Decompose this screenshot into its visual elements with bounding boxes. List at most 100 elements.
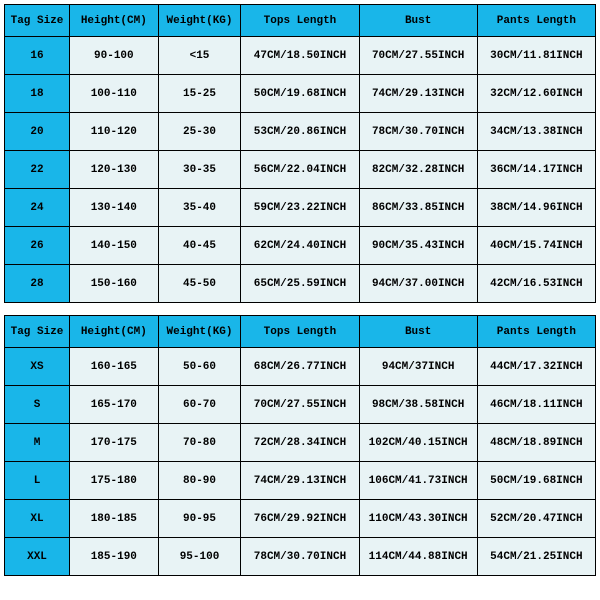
cell-height: 170-175 (70, 424, 159, 462)
cell-size: 18 (5, 75, 70, 113)
cell-weight: 25-30 (158, 113, 241, 151)
cell-pants: 50CM/19.68INCH (477, 462, 595, 500)
cell-bust: 110CM/43.30INCH (359, 500, 477, 538)
cell-tops: 62CM/24.40INCH (241, 227, 359, 265)
cell-weight: 45-50 (158, 265, 241, 303)
cell-pants: 40CM/15.74INCH (477, 227, 595, 265)
table-row: 26140-15040-4562CM/24.40INCH90CM/35.43IN… (5, 227, 596, 265)
cell-tops: 47CM/18.50INCH (241, 37, 359, 75)
table-gap (4, 303, 596, 315)
cell-tops: 56CM/22.04INCH (241, 151, 359, 189)
cell-tops: 59CM/23.22INCH (241, 189, 359, 227)
cell-pants: 44CM/17.32INCH (477, 348, 595, 386)
cell-size: 26 (5, 227, 70, 265)
cell-weight: 95-100 (158, 538, 241, 576)
cell-size: XL (5, 500, 70, 538)
cell-weight: 90-95 (158, 500, 241, 538)
cell-height: 185-190 (70, 538, 159, 576)
cell-height: 130-140 (70, 189, 159, 227)
cell-weight: 80-90 (158, 462, 241, 500)
table-row: 28150-16045-5065CM/25.59INCH94CM/37.00IN… (5, 265, 596, 303)
cell-bust: 94CM/37INCH (359, 348, 477, 386)
table-row: 24130-14035-4059CM/23.22INCH86CM/33.85IN… (5, 189, 596, 227)
cell-weight: 60-70 (158, 386, 241, 424)
cell-bust: 74CM/29.13INCH (359, 75, 477, 113)
cell-pants: 46CM/18.11INCH (477, 386, 595, 424)
table-row: M170-17570-8072CM/28.34INCH102CM/40.15IN… (5, 424, 596, 462)
header-weight: Weight(KG) (158, 5, 241, 37)
cell-bust: 94CM/37.00INCH (359, 265, 477, 303)
table-row: 20110-12025-3053CM/20.86INCH78CM/30.70IN… (5, 113, 596, 151)
cell-size: M (5, 424, 70, 462)
cell-pants: 48CM/18.89INCH (477, 424, 595, 462)
cell-weight: 50-60 (158, 348, 241, 386)
cell-pants: 32CM/12.60INCH (477, 75, 595, 113)
header-size: Tag Size (5, 316, 70, 348)
cell-weight: <15 (158, 37, 241, 75)
cell-weight: 40-45 (158, 227, 241, 265)
cell-size: 28 (5, 265, 70, 303)
cell-pants: 52CM/20.47INCH (477, 500, 595, 538)
cell-size: 22 (5, 151, 70, 189)
cell-pants: 42CM/16.53INCH (477, 265, 595, 303)
cell-size: XS (5, 348, 70, 386)
cell-height: 100-110 (70, 75, 159, 113)
header-pants: Pants Length (477, 316, 595, 348)
table-row: 1690-100<1547CM/18.50INCH70CM/27.55INCH3… (5, 37, 596, 75)
header-tops: Tops Length (241, 5, 359, 37)
cell-weight: 70-80 (158, 424, 241, 462)
table-row: XXL185-19095-10078CM/30.70INCH114CM/44.8… (5, 538, 596, 576)
cell-tops: 53CM/20.86INCH (241, 113, 359, 151)
cell-bust: 82CM/32.28INCH (359, 151, 477, 189)
cell-size: XXL (5, 538, 70, 576)
cell-tops: 50CM/19.68INCH (241, 75, 359, 113)
header-tops: Tops Length (241, 316, 359, 348)
table-row: XS160-16550-6068CM/26.77INCH94CM/37INCH4… (5, 348, 596, 386)
header-bust: Bust (359, 316, 477, 348)
cell-height: 160-165 (70, 348, 159, 386)
cell-pants: 34CM/13.38INCH (477, 113, 595, 151)
cell-tops: 65CM/25.59INCH (241, 265, 359, 303)
cell-tops: 68CM/26.77INCH (241, 348, 359, 386)
cell-height: 180-185 (70, 500, 159, 538)
cell-pants: 38CM/14.96INCH (477, 189, 595, 227)
cell-size: 24 (5, 189, 70, 227)
cell-pants: 36CM/14.17INCH (477, 151, 595, 189)
header-weight: Weight(KG) (158, 316, 241, 348)
table-row: 22120-13030-3556CM/22.04INCH82CM/32.28IN… (5, 151, 596, 189)
cell-bust: 106CM/41.73INCH (359, 462, 477, 500)
cell-bust: 90CM/35.43INCH (359, 227, 477, 265)
cell-size: S (5, 386, 70, 424)
cell-height: 120-130 (70, 151, 159, 189)
table-row: S165-17060-7070CM/27.55INCH98CM/38.58INC… (5, 386, 596, 424)
cell-tops: 76CM/29.92INCH (241, 500, 359, 538)
cell-size: 16 (5, 37, 70, 75)
cell-size: 20 (5, 113, 70, 151)
cell-pants: 54CM/21.25INCH (477, 538, 595, 576)
cell-pants: 30CM/11.81INCH (477, 37, 595, 75)
cell-height: 175-180 (70, 462, 159, 500)
header-height: Height(CM) (70, 5, 159, 37)
cell-size: L (5, 462, 70, 500)
cell-weight: 30-35 (158, 151, 241, 189)
size-chart-adult: Tag SizeHeight(CM)Weight(KG)Tops LengthB… (4, 315, 596, 576)
cell-height: 150-160 (70, 265, 159, 303)
header-size: Tag Size (5, 5, 70, 37)
cell-tops: 70CM/27.55INCH (241, 386, 359, 424)
header-bust: Bust (359, 5, 477, 37)
cell-bust: 98CM/38.58INCH (359, 386, 477, 424)
cell-tops: 72CM/28.34INCH (241, 424, 359, 462)
cell-bust: 70CM/27.55INCH (359, 37, 477, 75)
header-pants: Pants Length (477, 5, 595, 37)
table-row: XL180-18590-9576CM/29.92INCH110CM/43.30I… (5, 500, 596, 538)
cell-height: 140-150 (70, 227, 159, 265)
cell-bust: 78CM/30.70INCH (359, 113, 477, 151)
cell-height: 90-100 (70, 37, 159, 75)
header-height: Height(CM) (70, 316, 159, 348)
table-row: 18100-11015-2550CM/19.68INCH74CM/29.13IN… (5, 75, 596, 113)
cell-tops: 74CM/29.13INCH (241, 462, 359, 500)
cell-bust: 114CM/44.88INCH (359, 538, 477, 576)
cell-weight: 15-25 (158, 75, 241, 113)
cell-tops: 78CM/30.70INCH (241, 538, 359, 576)
cell-bust: 102CM/40.15INCH (359, 424, 477, 462)
